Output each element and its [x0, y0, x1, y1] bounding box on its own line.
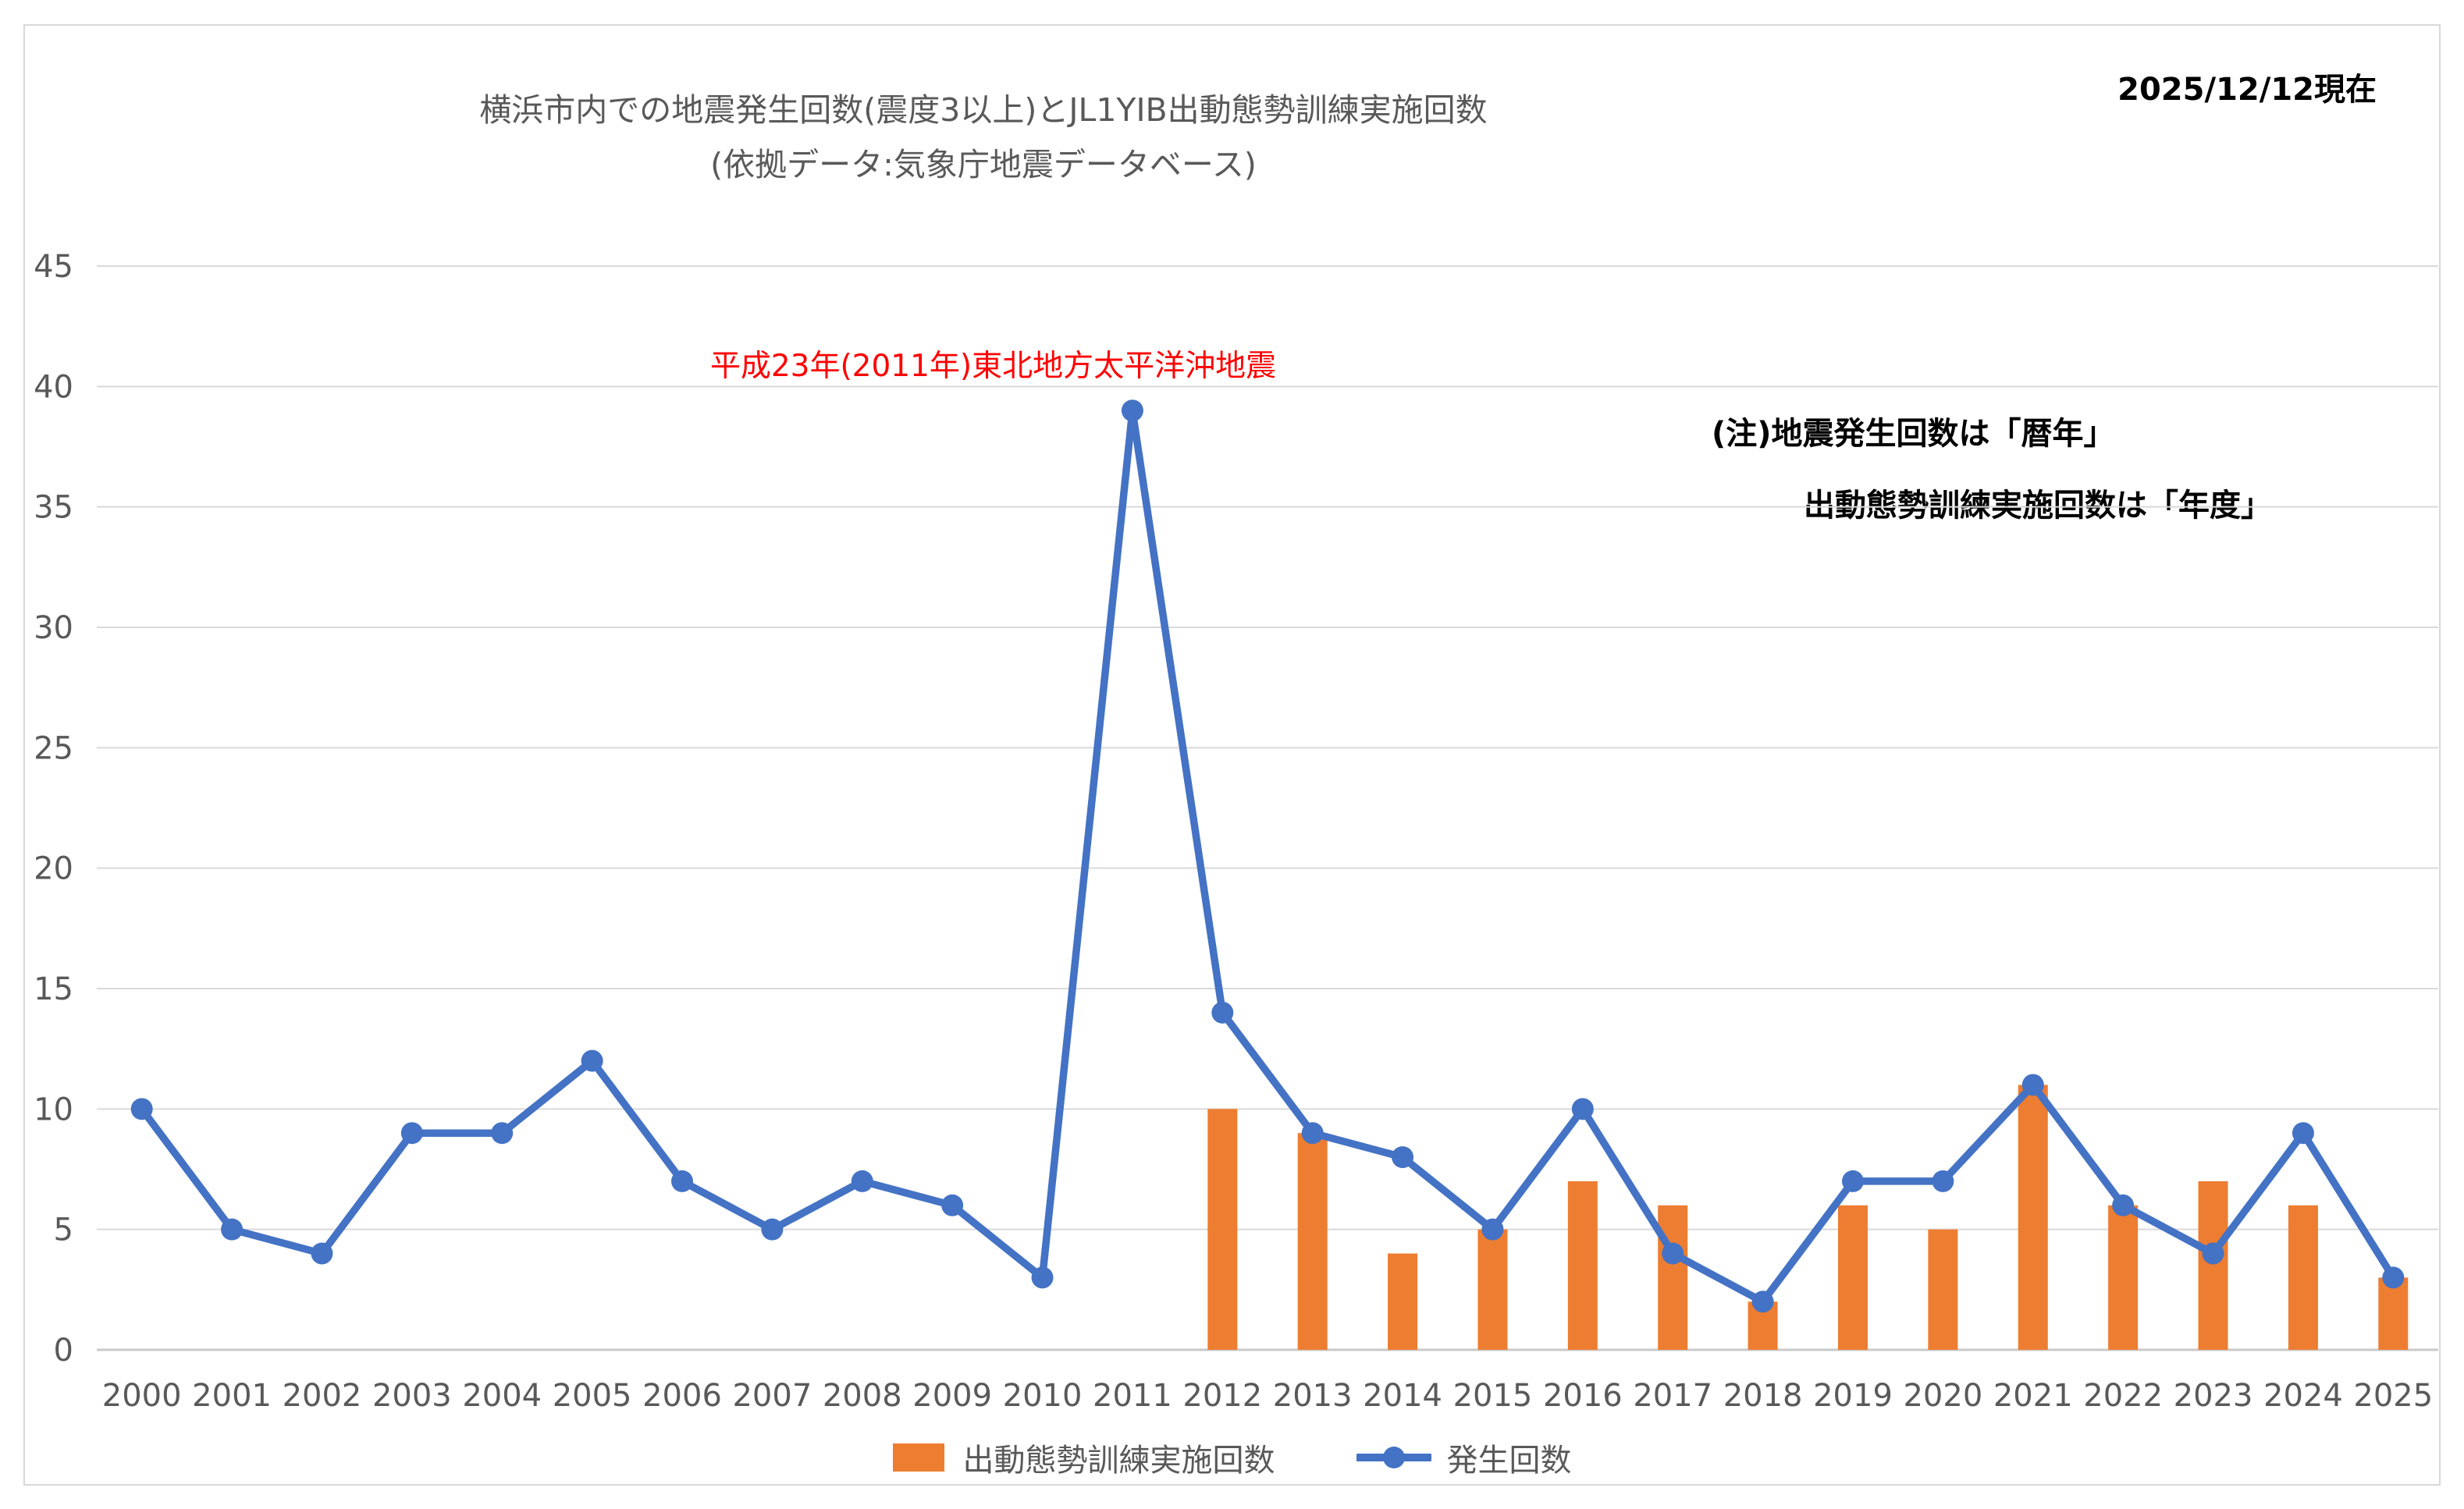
line-marker-2002 — [311, 1242, 333, 1265]
line-marker-2005 — [581, 1049, 603, 1072]
x-axis-tick-label: 2021 — [1993, 1378, 2073, 1414]
x-axis-tick-label: 2016 — [1543, 1378, 1623, 1414]
legend: 出動態勢訓練実施回数 発生回数 — [0, 1433, 2464, 1482]
x-axis-tick-label: 2015 — [1453, 1378, 1533, 1414]
line-marker-2019 — [1842, 1170, 1864, 1192]
legend-line-swatch-icon — [1356, 1442, 1431, 1473]
y-axis-tick-label: 15 — [34, 971, 73, 1007]
bar-2013 — [1297, 1133, 1328, 1350]
x-axis-tick-label: 2024 — [2263, 1378, 2343, 1414]
x-axis-tick-label: 2025 — [2353, 1378, 2433, 1414]
x-axis-tick-label: 2011 — [1093, 1378, 1172, 1414]
line-marker-2013 — [1301, 1122, 1324, 1145]
line-marker-2003 — [400, 1122, 423, 1145]
x-axis-tick-label: 2002 — [283, 1378, 362, 1414]
as-of-date-label: 2025/12/12現在 — [2117, 72, 2377, 108]
x-axis-tick-label: 2010 — [1003, 1378, 1083, 1414]
line-marker-2010 — [1031, 1266, 1054, 1289]
x-axis-tick-label: 2009 — [912, 1378, 992, 1414]
line-marker-2023 — [2202, 1242, 2224, 1265]
x-axis-tick-label: 2008 — [823, 1378, 902, 1414]
line-marker-2004 — [491, 1122, 514, 1145]
x-axis-tick-label: 2012 — [1182, 1378, 1262, 1414]
x-axis-tick-label: 2003 — [372, 1378, 452, 1414]
legend-line-label: 発生回数 — [1446, 1443, 1572, 1479]
bar-2019 — [1838, 1205, 1868, 1350]
x-axis-tick-label: 2013 — [1273, 1378, 1353, 1414]
x-axis-tick-label: 2000 — [102, 1378, 182, 1414]
x-axis-tick-label: 2005 — [553, 1378, 632, 1414]
x-axis-tick-label: 2018 — [1723, 1378, 1803, 1414]
bar-2021 — [2018, 1085, 2048, 1350]
x-axis-tick-label: 2017 — [1633, 1378, 1712, 1414]
y-axis-tick-label: 25 — [34, 730, 73, 766]
bar-2016 — [1567, 1181, 1598, 1350]
y-axis-tick-label: 40 — [34, 369, 73, 405]
y-axis-tick-label: 0 — [54, 1333, 73, 1369]
chart-title-line1: 横浜市内での地震発生回数(震度3以上)とJL1YIB出動態勢訓練実施回数 — [479, 91, 1488, 129]
bar-2022 — [2108, 1205, 2139, 1350]
line-marker-2006 — [671, 1170, 693, 1192]
line-marker-2000 — [130, 1098, 153, 1120]
legend-line-glyph — [1356, 1447, 1431, 1468]
line-marker-2017 — [1662, 1242, 1684, 1265]
x-axis-tick-label: 2007 — [732, 1378, 812, 1414]
x-axis-tick-label: 2020 — [1903, 1378, 1982, 1414]
x-axis-tick-label: 2004 — [462, 1378, 542, 1414]
line-marker-2024 — [2292, 1122, 2314, 1145]
y-axis-tick-label: 35 — [34, 490, 73, 526]
legend-bar-swatch-icon — [892, 1443, 944, 1472]
line-marker-2018 — [1751, 1291, 1774, 1313]
x-axis-tick-label: 2022 — [2083, 1378, 2163, 1414]
note-line2: 出動態勢訓練実施回数は「年度」 — [1804, 488, 2272, 524]
note-block: (注)地震発生回数は「暦年」 出動態勢訓練実施回数は「年度」 — [1712, 398, 2272, 541]
line-marker-2008 — [851, 1170, 873, 1192]
bar-2020 — [1928, 1229, 1958, 1350]
bar-2023 — [2198, 1181, 2228, 1350]
earthquake-annotation: 平成23年(2011年)東北地方太平洋沖地震 — [709, 349, 1277, 384]
line-marker-2001 — [221, 1218, 244, 1241]
y-axis-tick-label: 5 — [54, 1213, 73, 1248]
x-axis-tick-label: 2006 — [642, 1378, 722, 1414]
legend-bar-label: 出動態勢訓練実施回数 — [962, 1443, 1275, 1479]
line-marker-2021 — [2021, 1074, 2044, 1096]
line-marker-2020 — [1932, 1170, 1954, 1192]
bar-2012 — [1207, 1109, 1238, 1350]
y-axis-tick-label: 10 — [34, 1092, 73, 1127]
line-marker-2015 — [1481, 1218, 1504, 1241]
x-axis-tick-label: 2014 — [1363, 1378, 1442, 1414]
line-marker-2009 — [941, 1194, 964, 1216]
bar-2017 — [1658, 1205, 1688, 1350]
line-marker-2012 — [1211, 1001, 1234, 1024]
line-series — [137, 407, 2398, 1306]
line-marker-2011 — [1121, 399, 1143, 422]
x-axis-tick-label: 2001 — [192, 1378, 272, 1414]
bar-2024 — [2288, 1205, 2318, 1350]
y-axis-tick-label: 45 — [34, 249, 73, 285]
x-axis-tick-label: 2019 — [1813, 1378, 1893, 1414]
note-line1: (注)地震発生回数は「暦年」 — [1712, 416, 2115, 452]
bar-2025 — [2378, 1277, 2409, 1350]
chart-title-line2: (依拠データ:気象庁地震データベース) — [710, 146, 1257, 183]
line-marker-2025 — [2382, 1266, 2405, 1289]
y-axis-tick-label: 20 — [34, 851, 73, 887]
line-marker-2022 — [2112, 1194, 2135, 1216]
line-marker-2014 — [1392, 1146, 1414, 1169]
x-axis-tick-label: 2023 — [2174, 1378, 2253, 1414]
y-axis-tick-label: 30 — [34, 610, 73, 646]
line-marker-2007 — [761, 1218, 784, 1241]
bar-2015 — [1477, 1229, 1508, 1350]
legend-line-dot — [1382, 1447, 1405, 1468]
line-marker-2016 — [1571, 1098, 1594, 1120]
bar-2014 — [1388, 1253, 1418, 1350]
chart-title: 横浜市内での地震発生回数(震度3以上)とJL1YIB出動態勢訓練実施回数 (依拠… — [312, 83, 1655, 192]
